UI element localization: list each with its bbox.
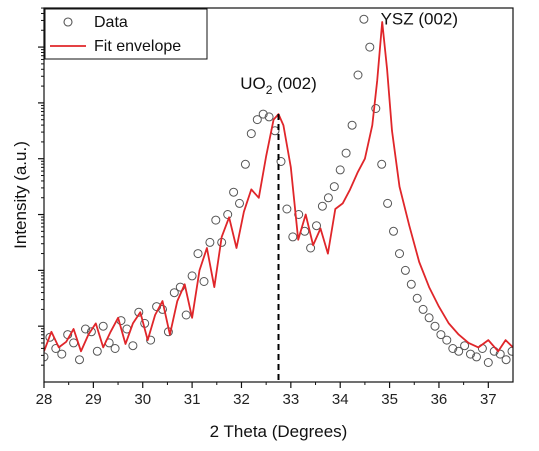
x-tick-label: 32	[233, 391, 250, 408]
data-point	[51, 344, 61, 353]
data-point	[501, 355, 511, 365]
annotation-uo2-main: UO	[240, 74, 266, 93]
x-tick-label: 34	[332, 391, 349, 408]
legend-marker-data	[63, 17, 73, 27]
data-point	[483, 358, 493, 367]
data-point	[92, 346, 102, 356]
data-point	[193, 249, 203, 259]
data-point	[430, 321, 440, 331]
data-point	[86, 327, 96, 337]
data-point	[169, 288, 179, 298]
data-point	[347, 120, 357, 130]
data-point	[377, 159, 387, 169]
data-point	[312, 221, 321, 231]
data-point	[110, 344, 120, 353]
data-point	[57, 349, 67, 359]
data-point	[134, 307, 144, 317]
x-tick-label: 35	[381, 391, 398, 408]
x-axis: 28 29 30 31 32 33 34 35 36 37	[36, 382, 497, 408]
data-point	[252, 115, 262, 125]
data-point	[406, 279, 416, 289]
data-point	[371, 104, 381, 113]
data-point	[199, 277, 209, 286]
data-point	[495, 349, 505, 359]
x-tick-label: 28	[36, 391, 53, 408]
data-point	[44, 352, 49, 362]
data-point	[235, 198, 244, 208]
data-point	[353, 70, 363, 80]
data-point	[329, 182, 339, 192]
data-point	[294, 210, 304, 219]
data-point	[424, 313, 434, 323]
data-point	[341, 148, 351, 158]
fit-envelope-line	[44, 21, 513, 353]
legend-box	[44, 8, 208, 60]
data-point	[359, 14, 369, 24]
annotation-ysz-peak: YSZ (002)	[381, 10, 458, 29]
x-tick-label: 33	[282, 391, 299, 408]
data-point	[181, 310, 191, 320]
data-point	[128, 341, 138, 351]
legend: Data Fit envelope	[44, 8, 208, 60]
y-axis-title: Intensity (a.u.)	[11, 141, 30, 249]
data-point	[383, 198, 393, 208]
data-point	[211, 215, 221, 225]
annotation-uo2-subscript: 2	[266, 83, 273, 97]
data-point	[240, 159, 250, 169]
x-tick-label: 30	[134, 391, 151, 408]
data-point	[276, 157, 286, 166]
plot-frame	[43, 7, 514, 383]
data-point	[442, 335, 452, 345]
x-tick-label: 37	[480, 391, 497, 408]
data-point	[389, 226, 398, 236]
data-point	[335, 165, 345, 175]
x-tick-label: 29	[85, 391, 102, 408]
data-point	[412, 293, 422, 303]
data-point	[258, 109, 268, 119]
x-tick-label: 31	[184, 391, 201, 408]
data-point	[146, 335, 156, 345]
annotation-uo2-peak: UO2 (002)	[240, 74, 317, 97]
data-point	[395, 249, 404, 259]
data-point	[75, 355, 84, 365]
data-point	[229, 187, 239, 197]
data-point	[323, 193, 333, 203]
data-point	[282, 204, 292, 214]
plot-data-layer	[44, 14, 513, 367]
data-point	[466, 349, 475, 359]
x-tick-label: 36	[431, 391, 448, 408]
legend-label-data: Data	[94, 14, 128, 31]
data-point	[187, 271, 197, 281]
x-axis-title: 2 Theta (Degrees)	[210, 422, 348, 441]
data-point	[246, 129, 256, 139]
data-point	[400, 265, 410, 275]
data-point	[460, 341, 470, 351]
data-point	[205, 237, 215, 247]
data-point	[365, 42, 375, 52]
data-point	[306, 243, 316, 253]
data-point	[317, 201, 327, 211]
data-point	[264, 112, 274, 122]
data-point	[454, 346, 464, 356]
annotation-uo2-rest: (002)	[272, 74, 316, 93]
data-point	[418, 304, 428, 314]
legend-label-fit: Fit envelope	[94, 38, 181, 55]
data-point	[288, 232, 298, 242]
data-point	[81, 324, 90, 334]
y-axis	[38, 7, 44, 366]
data-point	[98, 321, 108, 331]
data-point	[448, 344, 458, 353]
data-point	[472, 352, 481, 362]
data-point	[436, 330, 446, 340]
